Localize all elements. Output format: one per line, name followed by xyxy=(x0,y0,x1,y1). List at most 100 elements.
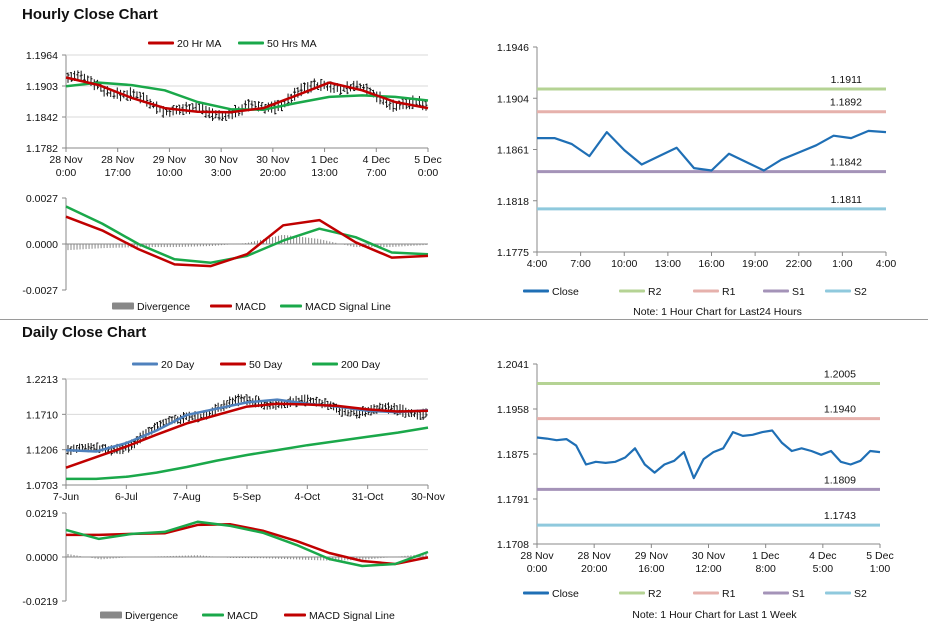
daily-close-level-label: 1.1743 xyxy=(824,510,856,522)
daily-legend-macd-swatch xyxy=(202,613,224,617)
daily-close-xtick-label: 20:00 xyxy=(581,563,607,575)
daily-50day-line xyxy=(65,402,429,469)
section-divider xyxy=(0,319,928,320)
hourly-close-legend-r2-swatch xyxy=(619,289,645,293)
hourly-close-xtick-label: 19:00 xyxy=(742,258,768,270)
hourly-close-legend-r1-swatch xyxy=(693,289,719,293)
hourly-close-legend-s2-label: S2 xyxy=(854,286,867,298)
hourly-close-legend-s2-swatch xyxy=(825,289,851,293)
daily-close-legend-r2-label: R2 xyxy=(648,588,662,600)
hourly-close-close-line xyxy=(537,129,887,172)
daily-price-xtick-label: 7-Jun xyxy=(53,491,79,503)
daily-close-xtick-label: 28 Nov xyxy=(520,550,554,562)
hourly-legend-20hr-ma-label: 20 Hr MA xyxy=(177,38,221,50)
hourly-close-xtick-label: 4:00 xyxy=(527,258,548,270)
daily-close-note: Note: 1 Hour Chart for Last 1 Week xyxy=(632,609,797,621)
hourly-close-ytick-label: 1.1861 xyxy=(497,145,529,157)
hourly-price-ytick-label: 1.1782 xyxy=(26,143,58,155)
daily-close-xtick-label: 4 Dec xyxy=(809,550,836,562)
hourly-macd-ytick-label: 0.0027 xyxy=(26,193,58,205)
daily-close-close-line xyxy=(536,429,881,480)
hourly-close-ytick-label: 1.1818 xyxy=(497,196,529,208)
daily-price-xtick-label: 30-Nov xyxy=(411,491,446,503)
daily-close-xtick-label: 5 Dec xyxy=(866,550,893,562)
hourly-close-level-label: 1.1842 xyxy=(830,157,862,169)
hourly-close-legend-r2-label: R2 xyxy=(648,286,662,298)
daily-macd-ytick-label: -0.0219 xyxy=(22,596,58,608)
daily-close-xtick-label: 28 Nov xyxy=(578,550,612,562)
daily-close-ytick-label: 1.1708 xyxy=(497,539,529,551)
daily-price-xtick-label: 6-Jul xyxy=(115,491,138,503)
daily-price-xtick-label: 5-Sep xyxy=(233,491,261,503)
daily-legend-divergence-label: Divergence xyxy=(125,610,178,622)
hourly-price-xtick-label: 29 Nov xyxy=(153,154,187,166)
hourly-close-legend-close-label: Close xyxy=(552,286,579,298)
hourly-close-xtick-label: 13:00 xyxy=(655,258,681,270)
hourly-close-ytick-label: 1.1775 xyxy=(497,247,529,259)
hourly-price-xtick-label: 3:00 xyxy=(211,167,232,179)
hourly-price-xtick-label: 5 Dec xyxy=(414,154,441,166)
daily-macd-line xyxy=(65,520,429,568)
hourly-close-xtick-label: 7:00 xyxy=(570,258,591,270)
daily-legend-signal-swatch xyxy=(284,613,306,617)
daily-close-legend-close-label: Close xyxy=(552,588,579,600)
hourly-close-xtick-label: 16:00 xyxy=(698,258,724,270)
hourly-legend-macd-swatch xyxy=(210,304,232,308)
daily-legend-20day-swatch xyxy=(132,362,158,366)
daily-close-legend-s2-label: S2 xyxy=(854,588,867,600)
hourly-close-level-label: 1.1911 xyxy=(831,74,862,86)
daily-close-level-label: 1.1809 xyxy=(824,474,856,486)
hourly-legend-signal-label: MACD Signal Line xyxy=(305,301,391,313)
daily-price-ytick-label: 1.2213 xyxy=(26,374,58,386)
hourly-legend-50hrs-ma-label: 50 Hrs MA xyxy=(267,38,317,50)
daily-close-legend-close-swatch xyxy=(523,591,549,595)
daily-close-legend-s1-label: S1 xyxy=(792,588,805,600)
hourly-price-xtick-label: 17:00 xyxy=(105,167,131,179)
hourly-price-ytick-label: 1.1964 xyxy=(26,50,58,62)
hourly-macd-ytick-label: 0.0000 xyxy=(26,239,58,251)
daily-price-ytick-label: 1.1206 xyxy=(26,445,58,457)
daily-close-xtick-label: 1 Dec xyxy=(752,550,779,562)
daily-close-xtick-label: 30 Nov xyxy=(692,550,726,562)
hourly-close-legend-r1-label: R1 xyxy=(722,286,736,298)
daily-macd-ytick-label: 0.0000 xyxy=(26,552,58,564)
hourly-price-xtick-label: 4 Dec xyxy=(363,154,390,166)
daily-legend-50day-swatch xyxy=(220,362,246,366)
hourly-close-level-label: 1.1811 xyxy=(831,194,862,206)
daily-close-legend-r1-label: R1 xyxy=(722,588,736,600)
daily-close-xtick-label: 16:00 xyxy=(638,563,664,575)
daily-price-ytick-label: 1.0703 xyxy=(26,480,58,492)
hourly-legend-divergence-label: Divergence xyxy=(137,301,190,313)
daily-price-ytick-label: 1.1710 xyxy=(26,409,58,421)
hourly-price-xtick-label: 10:00 xyxy=(156,167,182,179)
daily-200day-line xyxy=(66,426,429,481)
daily-close-xtick-label: 0:00 xyxy=(527,563,548,575)
daily-close-xtick-label: 29 Nov xyxy=(635,550,669,562)
hourly-close-level-label: 1.1892 xyxy=(830,97,862,109)
hourly-macd-line xyxy=(65,215,429,268)
hourly-price-xtick-label: 1 Dec xyxy=(311,154,338,166)
hourly-price-xtick-label: 0:00 xyxy=(418,167,439,179)
hourly-close-xtick-label: 4:00 xyxy=(876,258,897,270)
daily-close-xtick-label: 5:00 xyxy=(813,563,834,575)
hourly-close-xtick-label: 1:00 xyxy=(832,258,853,270)
hourly-price-xtick-label: 0:00 xyxy=(56,167,77,179)
hourly-legend-macd-label: MACD xyxy=(235,301,266,313)
hourly-price-xtick-label: 13:00 xyxy=(311,167,337,179)
daily-close-xtick-label: 12:00 xyxy=(695,563,721,575)
hourly-close-note: Note: 1 Hour Chart for Last24 Hours xyxy=(633,306,802,318)
hourly-close-xtick-label: 10:00 xyxy=(611,258,637,270)
hourly-price-xtick-label: 30 Nov xyxy=(205,154,239,166)
hourly-macd-signal-line xyxy=(65,205,429,264)
daily-close-legend-r2-swatch xyxy=(619,591,645,595)
daily-legend-200day-label: 200 Day xyxy=(341,359,381,371)
daily-legend-50day-label: 50 Day xyxy=(249,359,283,371)
hourly-price-ytick-label: 1.1842 xyxy=(26,112,58,124)
hourly-price-ytick-label: 1.1903 xyxy=(26,81,58,93)
daily-close-legend-r1-swatch xyxy=(693,591,719,595)
daily-price-xtick-label: 31-Oct xyxy=(352,491,384,503)
hourly-close-xtick-label: 22:00 xyxy=(786,258,812,270)
hourly-price-xtick-label: 28 Nov xyxy=(101,154,135,166)
daily-legend-signal-label: MACD Signal Line xyxy=(309,610,395,622)
hourly-close-legend-s1-label: S1 xyxy=(792,286,805,298)
